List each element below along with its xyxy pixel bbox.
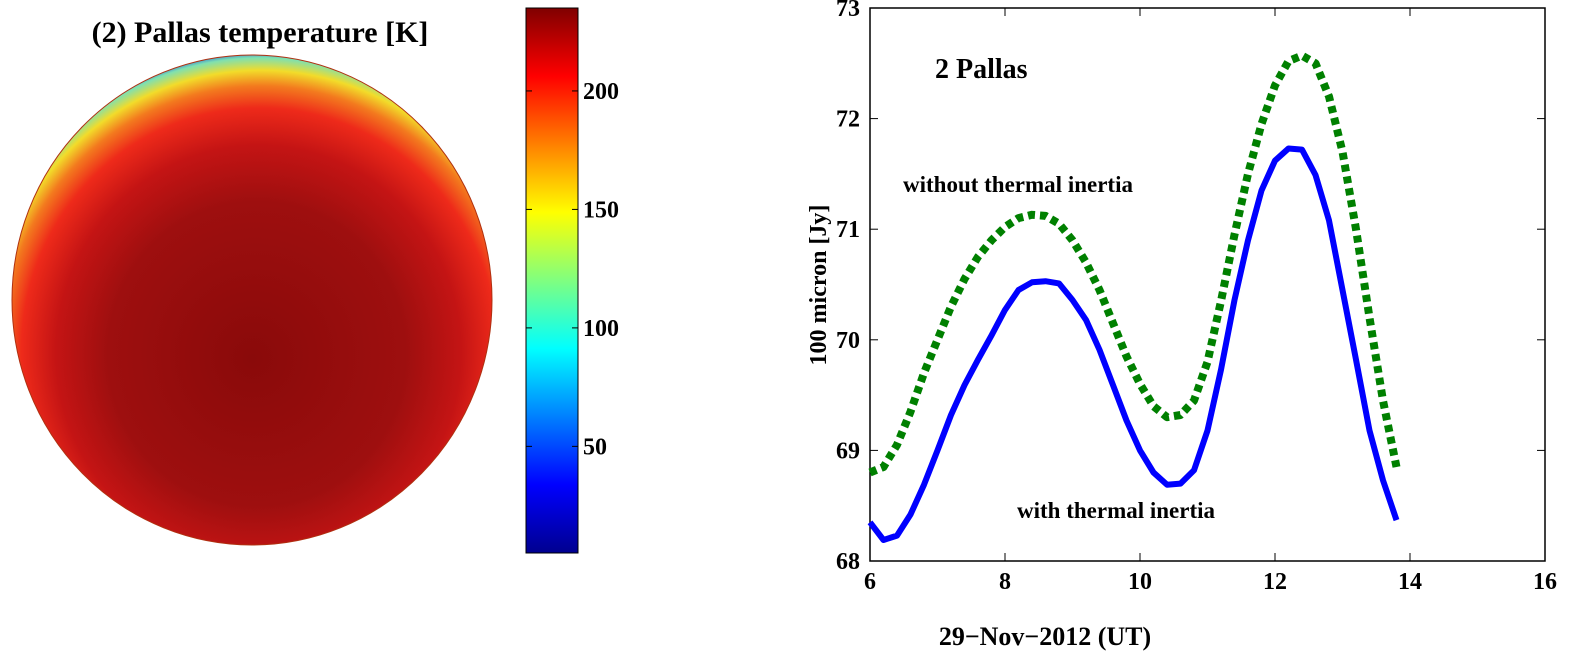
data-line — [867, 145, 1400, 543]
x-axis-label: 29−Nov−2012 (UT) — [939, 622, 1151, 651]
asteroid-surface — [11, 54, 493, 546]
x-tick-label: 12 — [1263, 569, 1287, 595]
y-tick-label: 68 — [836, 549, 860, 575]
data-line — [868, 51, 1401, 477]
x-tick-label: 10 — [1128, 569, 1152, 595]
colorbar-tick-label: 150 — [583, 197, 619, 223]
y-tick-label: 71 — [836, 217, 860, 243]
colorbar — [525, 7, 579, 554]
y-axis-label: 100 micron [Jy] — [806, 205, 832, 366]
colorbar-tick-label: 50 — [583, 434, 607, 460]
y-tick-label: 70 — [836, 328, 860, 354]
x-tick-label: 6 — [864, 569, 876, 595]
annotation: 2 Pallas — [935, 54, 1028, 85]
annotation: without thermal inertia — [903, 172, 1133, 197]
y-tick-label: 72 — [836, 107, 860, 133]
x-tick-label: 8 — [999, 569, 1011, 595]
x-tick-label: 16 — [1533, 569, 1557, 595]
y-tick-label: 73 — [836, 0, 860, 22]
colorbar-ticks: 50 100 150 200 — [526, 79, 619, 460]
colorbar-tick-label: 100 — [583, 316, 619, 342]
annotation: with thermal inertia — [1017, 498, 1216, 523]
left-title: (2) Pallas temperature [K] — [92, 16, 429, 49]
y-tick-label: 69 — [836, 438, 860, 464]
colorbar-tick-label: 200 — [583, 79, 619, 105]
plot-frame — [869, 7, 1546, 562]
x-tick-label: 14 — [1398, 569, 1422, 595]
